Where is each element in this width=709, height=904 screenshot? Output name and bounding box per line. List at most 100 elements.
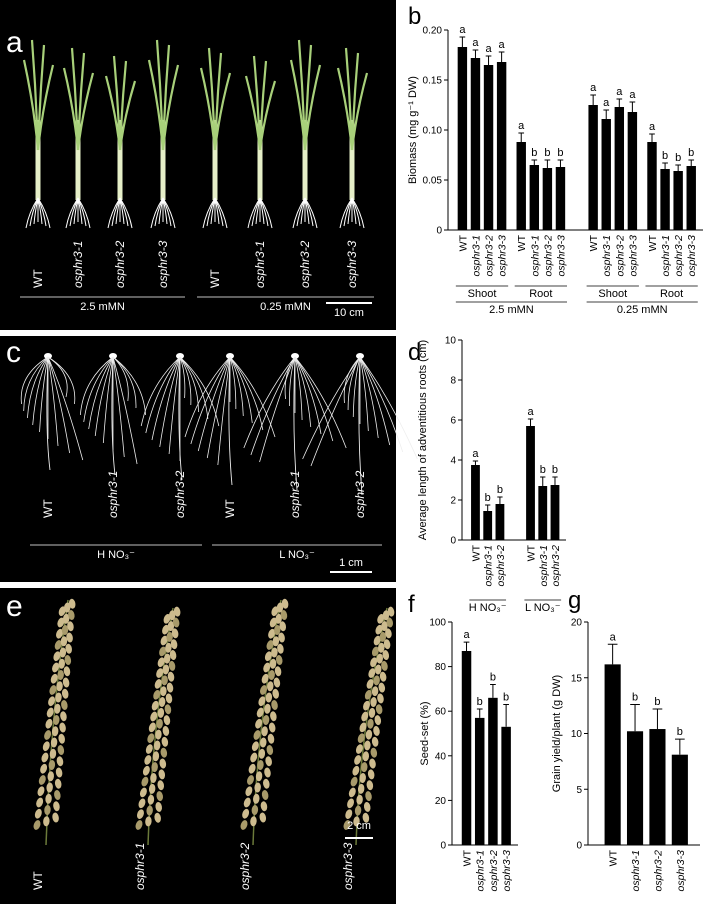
root (359, 356, 391, 446)
grain (352, 765, 360, 776)
grain (162, 726, 170, 736)
significance-letter: a (499, 39, 506, 51)
error-bar (688, 159, 695, 166)
error-bar (557, 159, 564, 167)
grain (68, 610, 75, 620)
grain (261, 790, 269, 800)
x-tick-label: osphr3-1 (475, 850, 487, 891)
root-crown (44, 353, 52, 359)
x-tick-label: osphr3-2 (495, 545, 507, 587)
grain (34, 808, 42, 819)
bar (555, 167, 566, 230)
grain (64, 602, 71, 613)
grain (272, 688, 279, 699)
sample-label: WT (41, 499, 55, 518)
bar (526, 426, 535, 540)
significance-letter: b (544, 147, 550, 159)
grain (152, 751, 160, 762)
y-tick-label: 15 (571, 673, 583, 684)
grain (60, 711, 67, 722)
grain (56, 628, 63, 639)
grain (151, 762, 158, 773)
x-tick-label: WT (588, 234, 600, 251)
y-tick-label: 0 (576, 841, 582, 852)
grain (44, 730, 52, 740)
grain (37, 786, 45, 797)
x-tick-label: osphr3-3 (675, 850, 687, 892)
grain (161, 675, 168, 686)
root-crown (226, 353, 234, 359)
grain (373, 726, 380, 736)
root (32, 356, 49, 426)
sample-label: osphr3-1 (288, 471, 302, 518)
grain (162, 624, 170, 635)
grain (53, 651, 61, 662)
grain (162, 664, 170, 675)
y-axis-label: Seed-set (%) (419, 701, 431, 765)
bar (470, 58, 481, 230)
error-bar (497, 496, 503, 504)
bar (660, 169, 670, 230)
grain (261, 726, 268, 737)
x-tick-label: WT (516, 234, 528, 251)
grain (276, 602, 284, 613)
grain (382, 650, 390, 660)
grain (265, 756, 272, 767)
grain (357, 733, 365, 744)
grain (374, 715, 382, 726)
root (179, 356, 192, 406)
root (304, 197, 318, 229)
grain (144, 755, 152, 765)
grain (145, 744, 153, 754)
grain (159, 646, 167, 657)
grain (172, 617, 180, 628)
error-bar (490, 683, 496, 698)
grain (147, 794, 155, 805)
grain (56, 756, 64, 767)
grain (368, 668, 376, 678)
error-bar (662, 162, 668, 169)
bar (457, 47, 468, 230)
x-tick-label: osphr3-3 (686, 235, 698, 277)
root (310, 356, 361, 467)
grain (173, 606, 181, 617)
grain (379, 671, 387, 682)
grain (256, 707, 264, 718)
grain (40, 763, 48, 774)
x-tick-label: osphr3-3 (627, 235, 639, 277)
grain (355, 744, 363, 754)
significance-letter: b (477, 696, 483, 708)
root (47, 356, 84, 461)
x-tick-label: WT (462, 849, 474, 866)
root (229, 356, 237, 410)
bar (671, 754, 688, 845)
grain (267, 733, 275, 744)
grain (141, 776, 149, 787)
grain (370, 747, 378, 758)
scale-label: 2 cm (347, 820, 371, 832)
root-crown (356, 353, 364, 359)
x-tick-label: WT (647, 234, 659, 251)
bar (461, 650, 472, 845)
x-tick-label: osphr3-3 (555, 235, 567, 277)
sample-label: osphr3-2 (113, 240, 127, 288)
root (358, 356, 363, 496)
grain (153, 689, 161, 700)
grain (146, 805, 153, 816)
x-tick-label: osphr3-1 (483, 545, 495, 586)
grain (362, 812, 370, 823)
significance-letter: b (540, 464, 546, 476)
error-bar (472, 49, 479, 58)
photo-layer: a WT osphr3-1 osphr3-2 osphr3-3 2.5 mMN WT osph… (6, 26, 418, 890)
bar (647, 142, 657, 230)
grain (48, 696, 56, 707)
leaf (36, 64, 55, 151)
grain (139, 787, 147, 798)
grain (260, 685, 267, 695)
error-bar (607, 643, 618, 665)
error-bar (485, 504, 491, 511)
grain (169, 650, 177, 660)
grain (279, 621, 287, 632)
root (37, 197, 51, 229)
error-bar (472, 460, 479, 465)
